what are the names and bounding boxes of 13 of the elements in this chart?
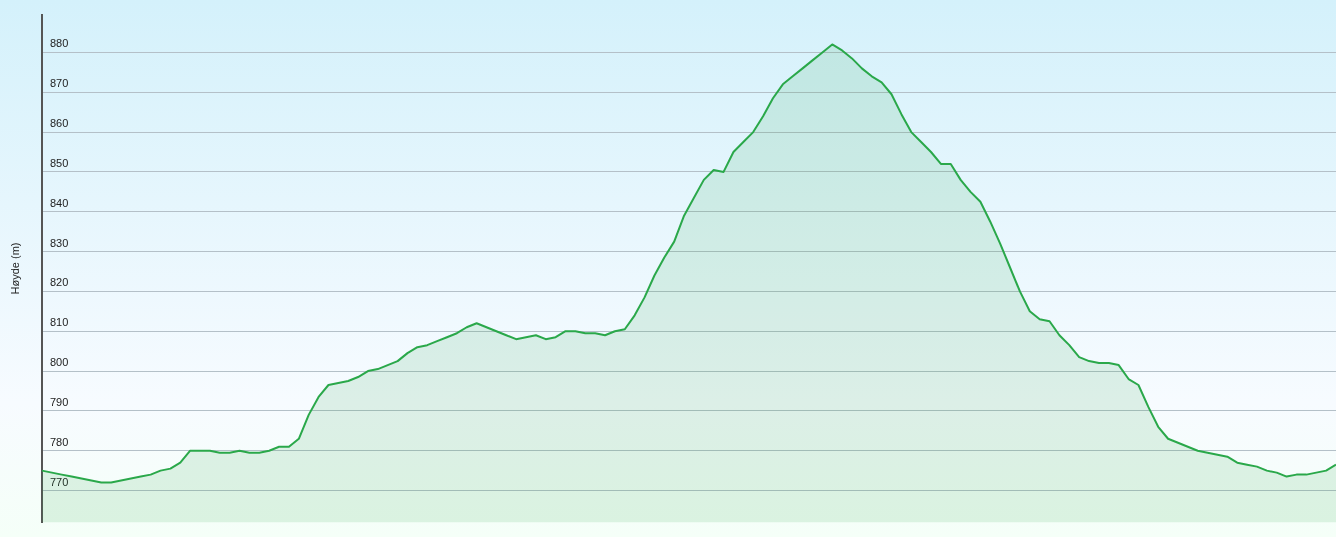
y-tick-label: 810 <box>50 316 69 329</box>
y-tick-label: 880 <box>50 37 69 50</box>
y-tick-label: 870 <box>50 77 69 90</box>
y-tick-label: 800 <box>50 356 69 369</box>
y-tick-label: 780 <box>50 435 69 448</box>
y-tick-label: 830 <box>50 236 69 249</box>
y-tick-label: 860 <box>50 117 69 130</box>
y-tick-label: 820 <box>50 276 69 289</box>
y-tick-label: 790 <box>50 395 69 408</box>
y-tick-label: 850 <box>50 156 69 169</box>
y-axis-title: Høyde (m) <box>9 242 22 295</box>
y-tick-label: 770 <box>50 475 69 488</box>
y-tick-label: 840 <box>50 196 69 209</box>
